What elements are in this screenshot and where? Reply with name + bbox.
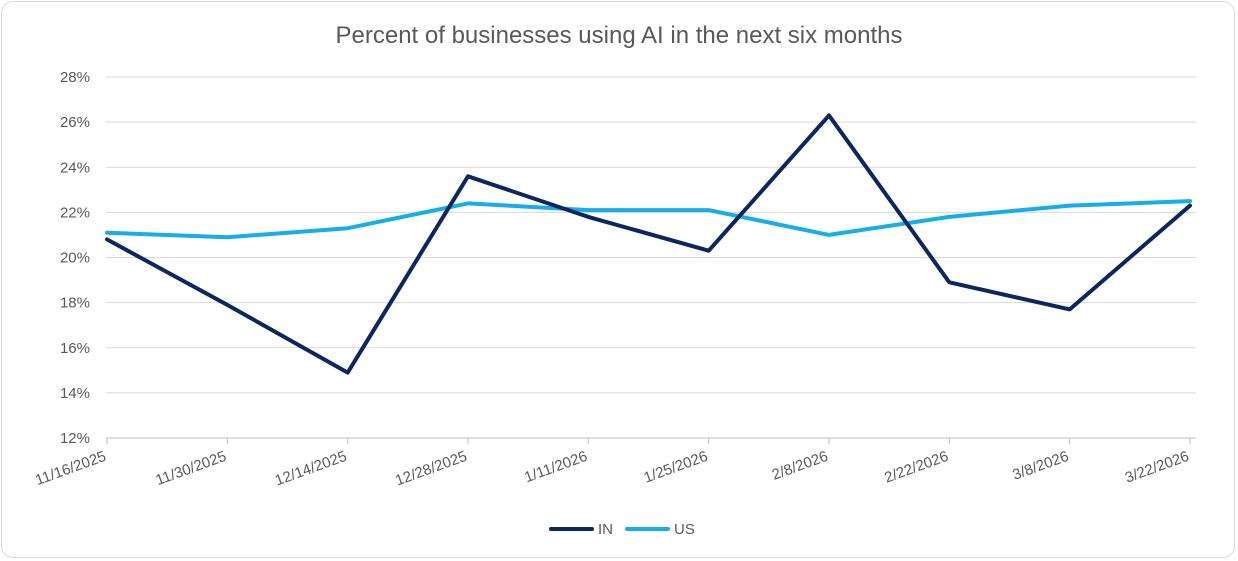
y-tick-label: 14% bbox=[60, 385, 90, 402]
y-tick-label: 12% bbox=[60, 430, 90, 447]
x-tick-label: 12/14/2025 bbox=[273, 448, 349, 490]
y-axis: 12% 14% 16% 18% 20% 22% 24% 26% 28% bbox=[60, 69, 90, 447]
x-tick-label: 12/28/2025 bbox=[393, 448, 469, 490]
gridlines bbox=[106, 76, 1196, 439]
chart-title: Percent of businesses using AI in the ne… bbox=[336, 22, 903, 49]
series-line-in bbox=[105, 113, 1192, 375]
legend: IN US bbox=[549, 521, 695, 538]
series-lines bbox=[105, 113, 1192, 375]
x-tick-label: 3/22/2026 bbox=[1123, 448, 1192, 487]
x-tick-label: 1/25/2026 bbox=[642, 448, 711, 487]
y-tick-label: 20% bbox=[60, 250, 90, 267]
x-axis: 11/16/2025 11/30/2025 12/14/2025 12/28/2025… bbox=[33, 438, 1191, 489]
y-tick-label: 26% bbox=[60, 114, 90, 131]
y-tick-label: 24% bbox=[60, 159, 90, 176]
x-tick-label: 3/8/2026 bbox=[1010, 448, 1071, 484]
legend-label-us: US bbox=[674, 521, 695, 538]
legend-label-in: IN bbox=[598, 521, 613, 538]
x-tick-label: 2/22/2026 bbox=[882, 448, 951, 487]
y-tick-label: 16% bbox=[60, 340, 90, 357]
y-tick-label: 28% bbox=[60, 69, 90, 86]
y-tick-label: 22% bbox=[60, 204, 90, 221]
series-line-us bbox=[105, 199, 1192, 240]
x-tick-label: 1/11/2026 bbox=[522, 448, 589, 486]
y-tick-label: 18% bbox=[60, 295, 90, 312]
x-tick-label: 11/30/2025 bbox=[153, 448, 228, 489]
x-tick-label: 11/16/2025 bbox=[33, 448, 108, 489]
x-tick-label: 2/8/2026 bbox=[770, 448, 831, 484]
